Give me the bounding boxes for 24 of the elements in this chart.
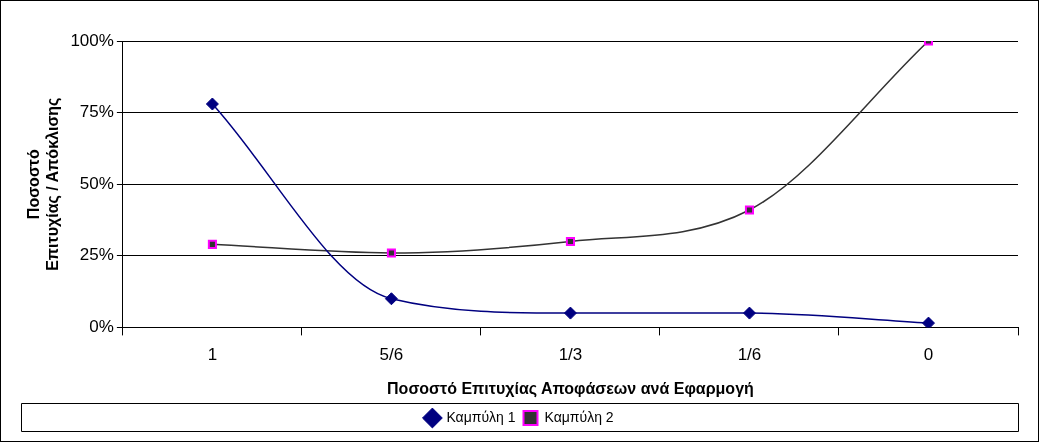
point (744, 205, 754, 215)
y-tick-label: 0% (89, 317, 114, 337)
x-tick-label: 1 (207, 345, 218, 365)
point (207, 239, 217, 249)
x-axis-title: Ποσοστό Επιτυχίας Αποφάσεων ανά Εφαρμογή (387, 379, 754, 398)
point (742, 306, 756, 320)
x-tick-label: 5/6 (379, 345, 404, 365)
point (205, 97, 219, 111)
legend-label: Καμπύλη 1 (446, 408, 516, 425)
legend-label: Καμπύλη 2 (544, 408, 614, 425)
x-tick-label: 0 (923, 345, 934, 365)
point (563, 306, 577, 320)
text: Επιτυχίας / Απόκλισης (44, 97, 62, 271)
point (921, 316, 935, 328)
x-tick-label: 1/6 (737, 345, 762, 365)
point (565, 236, 575, 247)
text: Ποσοστό (25, 149, 43, 220)
y-tick-label: 75% (79, 102, 114, 122)
y-tick-label: 25% (79, 245, 114, 265)
point (386, 248, 396, 258)
point (384, 292, 398, 306)
y-tick-label: 100% (70, 30, 114, 50)
x-tick-label: 1/3 (558, 345, 583, 365)
y-tick-label: 50% (79, 173, 114, 193)
